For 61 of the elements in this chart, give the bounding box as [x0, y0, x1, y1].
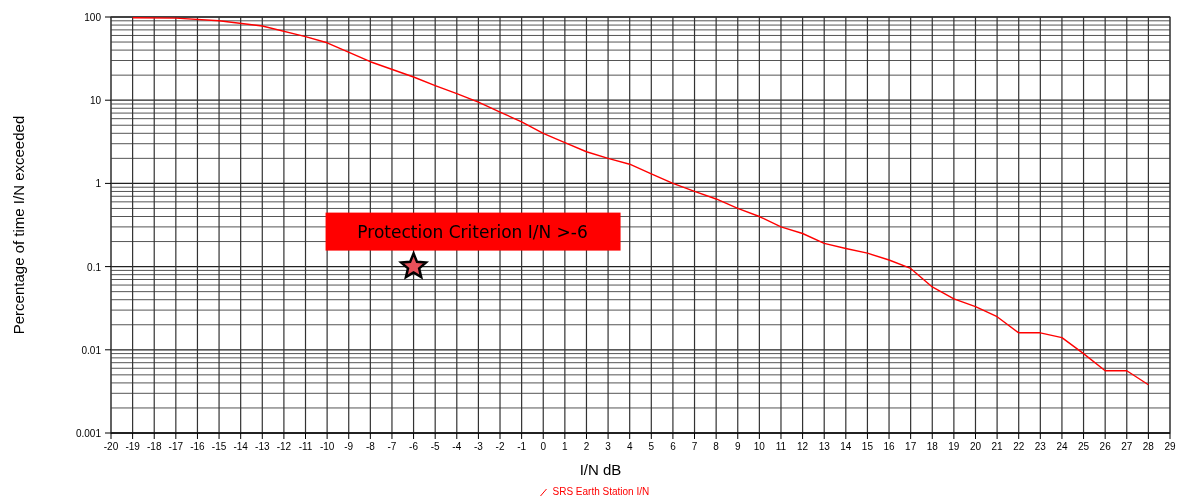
x-tick-label: 8 [713, 441, 720, 452]
annotation: Protection Criterion I/N >-6 [357, 221, 588, 242]
x-tick-label: 17 [905, 441, 917, 452]
x-tick-label: 5 [648, 441, 655, 452]
x-tick-label: -20 [103, 441, 119, 452]
x-tick-label: -3 [473, 441, 484, 452]
x-tick-label: 28 [1142, 441, 1155, 452]
y-tick-label: 0.001 [75, 428, 102, 439]
y-axis-title: Percentage of time I/N exceeded [10, 115, 27, 335]
x-tick-label: 21 [991, 441, 1004, 452]
x-tick-label: 20 [969, 441, 982, 452]
x-tick-label: 9 [734, 441, 741, 452]
x-tick-label: 12 [797, 441, 809, 452]
x-tick-label: 11 [775, 441, 787, 452]
x-tick-label: -12 [276, 441, 292, 452]
x-tick-label: 6 [670, 441, 677, 452]
x-tick-label: 15 [861, 441, 874, 452]
x-tick-label: 26 [1099, 441, 1112, 452]
x-tick-label: -2 [495, 441, 505, 452]
x-tick-label: 1 [562, 441, 569, 452]
x-tick-label: 10 [753, 441, 766, 452]
x-tick-label: 16 [883, 441, 896, 452]
y-tick-label: 0.1 [87, 261, 102, 273]
x-tick-label: 14 [840, 441, 852, 452]
x-tick-label: 29 [1164, 441, 1176, 452]
x-tick-label: -1 [517, 441, 527, 452]
x-tick-label: 19 [948, 441, 960, 452]
y-tick-label: 0.01 [81, 344, 102, 356]
x-tick-label: -6 [409, 441, 419, 452]
x-tick-label: -18 [147, 441, 162, 452]
x-tick-label: 27 [1121, 441, 1133, 452]
y-tick-label: 1 [95, 178, 102, 190]
x-tick-label: -4 [452, 441, 462, 452]
y-tick-label: 10 [89, 95, 102, 107]
x-tick-label: -9 [344, 441, 354, 452]
x-tick-label: 18 [926, 441, 939, 452]
x-axis-title: I/N dB [579, 461, 622, 478]
x-tick-label: 13 [818, 441, 831, 452]
line-series [131, 17, 1150, 386]
x-tick-label: 7 [691, 441, 698, 452]
x-tick-label: 4 [626, 441, 633, 452]
x-tick-label: -14 [233, 441, 249, 452]
x-tick-label: -8 [365, 441, 376, 452]
x-tick-label: 24 [1056, 441, 1068, 452]
x-tick-label: -16 [190, 441, 206, 452]
x-tick-label: -5 [430, 441, 441, 452]
x-tick-label: -10 [319, 441, 335, 452]
x-tick-label: -13 [255, 441, 270, 452]
x-tick-label: 22 [1013, 441, 1025, 452]
legend-label: SRS Earth Station I/N [552, 486, 650, 497]
x-tick-label: -19 [125, 441, 141, 452]
x-tick-label: 3 [605, 441, 612, 452]
x-tick-label: -17 [168, 441, 184, 452]
x-tick-label: 2 [583, 441, 590, 452]
x-tick-label: 25 [1077, 441, 1090, 452]
x-tick-label: -15 [211, 441, 227, 452]
x-tick-label: -7 [387, 441, 397, 452]
x-tick-label: -11 [298, 441, 313, 452]
x-tick-label: 0 [540, 441, 547, 452]
x-tick-label: 23 [1034, 441, 1047, 452]
y-tick-label: 100 [84, 12, 102, 23]
